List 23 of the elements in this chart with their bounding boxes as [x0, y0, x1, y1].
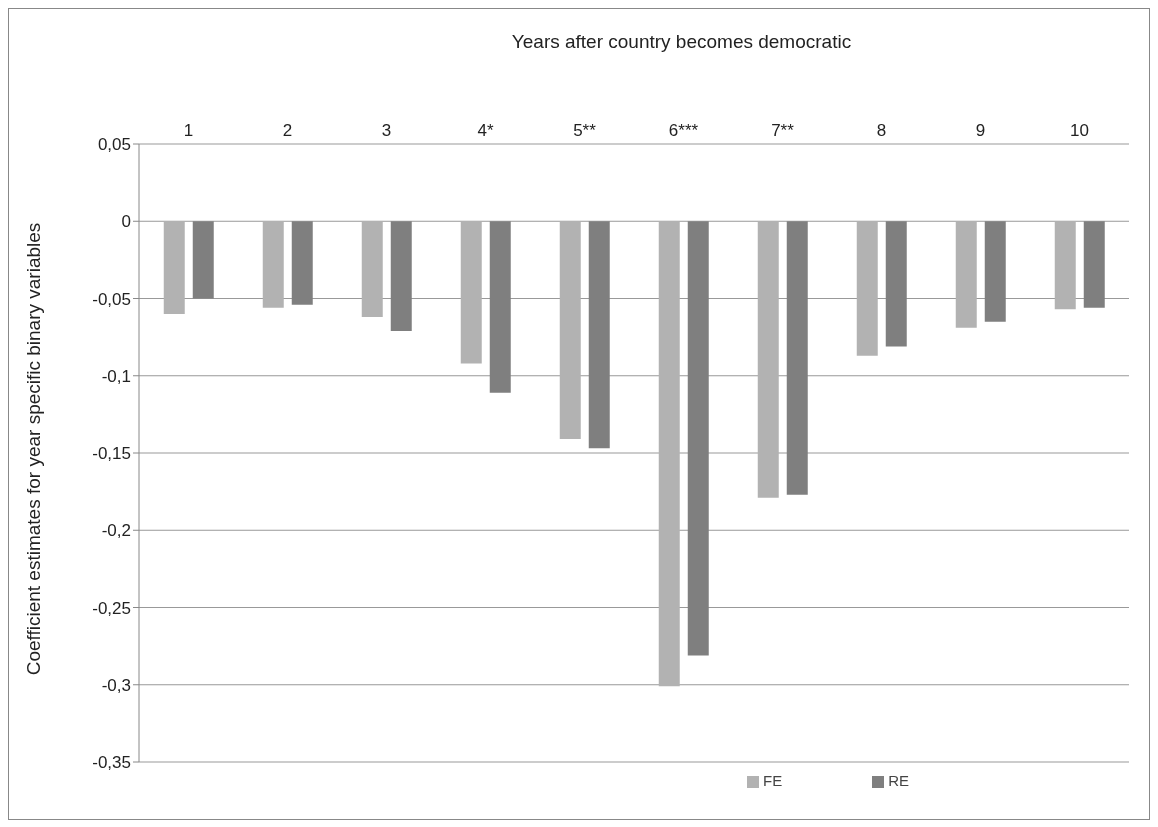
- y-tick-label: -0,15: [92, 444, 131, 464]
- x-tick-label: 4*: [477, 121, 494, 140]
- x-tick-label: 2: [282, 121, 293, 140]
- y-tick-label: -0,05: [92, 289, 131, 309]
- x-tick-label: 3: [381, 121, 392, 140]
- y-tick-label: -0,35: [92, 753, 131, 773]
- y-tick-label: -0,25: [92, 598, 131, 618]
- x-tick-label: 6***: [668, 121, 699, 140]
- x-axis-title: Years after country becomes democratic: [510, 31, 853, 53]
- y-tick-label: 0,05: [97, 135, 131, 155]
- x-tick-label: 5**: [573, 121, 597, 140]
- y-tick-label: -0,3: [101, 675, 131, 695]
- x-tick-label: 8: [876, 121, 887, 140]
- x-tick-label: 7**: [771, 121, 795, 140]
- x-tick-label: 1: [183, 121, 194, 140]
- x-tick-label: 9: [975, 121, 986, 140]
- y-axis-title: Coefficient estimates for year specific binary variables: [23, 222, 45, 676]
- x-tick-label: 10: [1070, 121, 1089, 140]
- y-tick-label: 0: [121, 212, 131, 232]
- legend-label: FE: [762, 772, 783, 789]
- y-tick-label: -0,2: [101, 521, 131, 541]
- y-tick-label: -0,1: [101, 366, 131, 386]
- legend-label: RE: [888, 772, 909, 789]
